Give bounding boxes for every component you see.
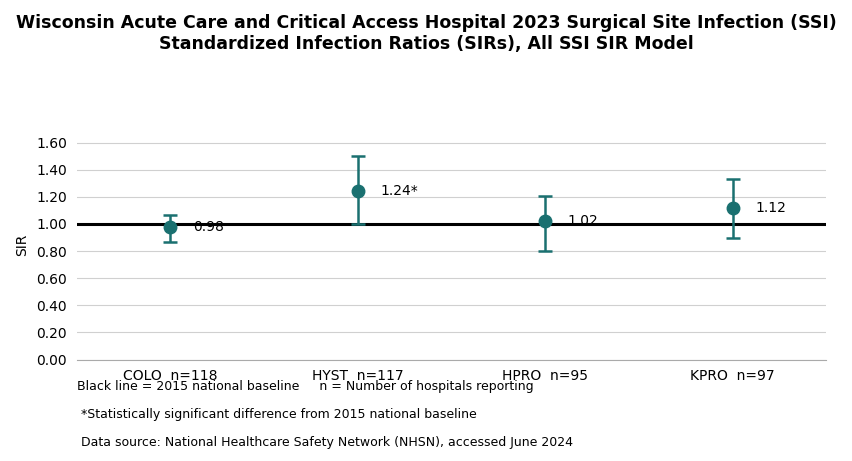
Text: 0.98: 0.98: [193, 220, 224, 234]
Text: 1.24*: 1.24*: [380, 184, 418, 198]
Y-axis label: SIR: SIR: [15, 233, 29, 255]
Text: Black line = 2015 national baseline     n = Number of hospitals reporting: Black line = 2015 national baseline n = …: [77, 380, 533, 393]
Text: Data source: National Healthcare Safety Network (NHSN), accessed June 2024: Data source: National Healthcare Safety …: [77, 436, 573, 449]
Text: 1.02: 1.02: [567, 214, 598, 228]
Text: *Statistically significant difference from 2015 national baseline: *Statistically significant difference fr…: [77, 408, 476, 421]
Text: Wisconsin Acute Care and Critical Access Hospital 2023 Surgical Site Infection (: Wisconsin Acute Care and Critical Access…: [15, 14, 837, 53]
Text: 1.12: 1.12: [755, 201, 786, 215]
